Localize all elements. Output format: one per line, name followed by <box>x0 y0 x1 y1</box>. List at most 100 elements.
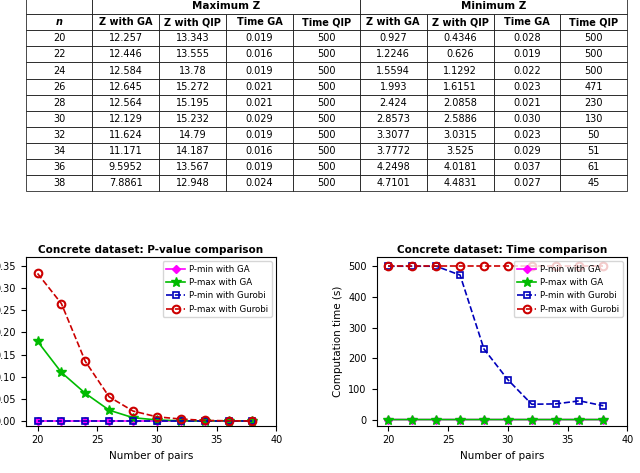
P-min with GA <box>248 419 256 424</box>
P-min with Gurobi <box>433 263 440 269</box>
P-max with Gurobi <box>385 263 392 269</box>
P-max with Gurobi <box>34 271 42 276</box>
Bar <box>26 0 92 14</box>
P-min with GA <box>201 419 209 424</box>
P-max with GA <box>225 418 232 424</box>
P-max with Gurobi <box>408 263 416 269</box>
P-max with GA <box>504 417 511 422</box>
P-min with Gurobi <box>504 377 511 383</box>
P-max with GA <box>528 417 536 422</box>
P-max with GA <box>153 417 161 423</box>
Legend: P-min with GA, P-max with GA, P-min with Gurobi, P-max with Gurobi: P-min with GA, P-max with GA, P-min with… <box>163 261 272 317</box>
P-max with Gurobi <box>248 418 256 424</box>
P-max with GA <box>129 415 137 420</box>
P-max with Gurobi <box>480 263 488 269</box>
P-max with Gurobi <box>600 263 607 269</box>
P-min with Gurobi <box>385 263 392 269</box>
P-max with Gurobi <box>456 263 464 269</box>
P-max with GA <box>248 418 256 424</box>
P-min with Gurobi <box>552 401 559 407</box>
Line: P-max with GA: P-max with GA <box>33 336 257 426</box>
P-min with Gurobi <box>177 419 184 424</box>
P-min with Gurobi <box>528 402 536 407</box>
P-max with GA <box>480 417 488 422</box>
X-axis label: Number of pairs: Number of pairs <box>460 451 544 461</box>
Bar <box>92 0 360 14</box>
P-min with Gurobi <box>106 419 113 424</box>
P-max with GA <box>106 407 113 413</box>
P-max with GA <box>433 417 440 422</box>
Line: P-max with Gurobi: P-max with Gurobi <box>385 263 607 270</box>
Title: Concrete dataset: Time comparison: Concrete dataset: Time comparison <box>397 245 607 255</box>
P-min with GA <box>58 419 65 424</box>
P-max with Gurobi <box>504 263 511 269</box>
P-min with GA <box>177 419 184 424</box>
P-min with GA <box>504 417 511 422</box>
P-max with GA <box>177 418 184 424</box>
P-min with Gurobi <box>456 272 464 278</box>
P-max with Gurobi <box>153 414 161 420</box>
Line: P-max with Gurobi: P-max with Gurobi <box>34 270 256 425</box>
Text: Minimum Z: Minimum Z <box>461 1 526 11</box>
P-max with Gurobi <box>552 263 559 269</box>
Line: P-max with GA: P-max with GA <box>383 415 608 424</box>
P-min with GA <box>552 417 559 422</box>
P-min with Gurobi <box>575 398 583 403</box>
P-max with GA <box>58 369 65 375</box>
P-max with GA <box>408 417 416 422</box>
P-max with GA <box>34 339 42 344</box>
P-min with GA <box>153 419 161 424</box>
P-min with Gurobi <box>129 419 137 424</box>
P-min with GA <box>408 417 416 422</box>
P-max with Gurobi <box>575 263 583 269</box>
P-max with GA <box>456 417 464 422</box>
P-min with GA <box>385 417 392 422</box>
P-min with GA <box>34 419 42 424</box>
P-min with GA <box>106 419 113 424</box>
Line: P-min with Gurobi: P-min with Gurobi <box>35 418 255 424</box>
Legend: P-min with GA, P-max with GA, P-min with Gurobi, P-max with Gurobi: P-min with GA, P-max with GA, P-min with… <box>514 261 623 317</box>
P-max with Gurobi <box>433 263 440 269</box>
Text: Maximum Z: Maximum Z <box>192 1 260 11</box>
P-min with GA <box>528 417 536 422</box>
P-max with Gurobi <box>177 416 184 422</box>
Y-axis label: Computation time (s): Computation time (s) <box>333 286 343 397</box>
P-max with Gurobi <box>81 359 89 364</box>
Line: P-min with GA: P-min with GA <box>35 418 255 424</box>
P-min with GA <box>480 417 488 422</box>
P-min with GA <box>129 419 137 424</box>
P-min with GA <box>81 419 89 424</box>
P-min with Gurobi <box>600 403 607 409</box>
X-axis label: Number of pairs: Number of pairs <box>109 451 193 461</box>
P-min with Gurobi <box>58 419 65 424</box>
Title: Concrete dataset: P-value comparison: Concrete dataset: P-value comparison <box>38 245 264 255</box>
P-max with Gurobi <box>201 418 209 423</box>
P-max with Gurobi <box>225 418 232 424</box>
P-min with GA <box>575 417 583 422</box>
P-max with Gurobi <box>58 301 65 307</box>
P-min with Gurobi <box>480 346 488 352</box>
P-max with GA <box>575 417 583 422</box>
P-min with GA <box>433 417 440 422</box>
P-min with Gurobi <box>248 419 256 424</box>
P-max with GA <box>552 417 559 422</box>
Line: P-min with Gurobi: P-min with Gurobi <box>385 263 607 409</box>
P-min with GA <box>600 417 607 422</box>
Line: P-min with GA: P-min with GA <box>385 416 607 423</box>
P-max with Gurobi <box>106 394 113 400</box>
P-min with Gurobi <box>225 419 232 424</box>
P-min with Gurobi <box>153 419 161 424</box>
P-max with GA <box>385 417 392 422</box>
P-min with Gurobi <box>408 263 416 269</box>
P-max with Gurobi <box>129 408 137 414</box>
P-max with GA <box>201 418 209 424</box>
P-min with Gurobi <box>201 419 209 424</box>
P-max with Gurobi <box>528 263 536 269</box>
P-min with GA <box>225 419 232 424</box>
Bar <box>360 0 627 14</box>
P-min with Gurobi <box>81 419 89 424</box>
P-min with Gurobi <box>34 419 42 424</box>
P-max with GA <box>600 417 607 422</box>
P-min with GA <box>456 417 464 422</box>
P-max with GA <box>81 390 89 396</box>
